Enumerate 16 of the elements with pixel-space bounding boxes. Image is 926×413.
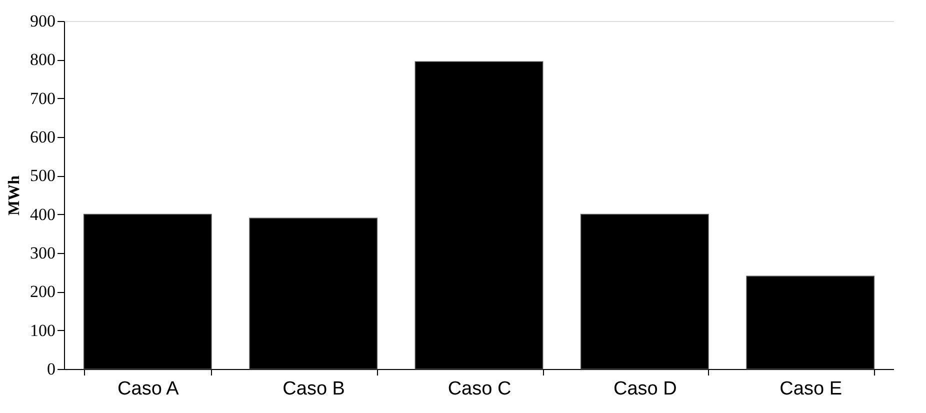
y-tick-label: 100: [30, 320, 56, 340]
x-tick-label: Caso E: [780, 378, 842, 400]
y-tick-label: 500: [30, 166, 56, 186]
y-tick-label: 600: [30, 128, 56, 146]
y-tick-label: 800: [30, 50, 56, 70]
y-tick-label: 300: [30, 244, 56, 262]
y-axis-title: MWh: [6, 175, 23, 216]
x-tick-label: Caso A: [118, 378, 180, 400]
y-tick-label: 0: [47, 360, 56, 378]
y-tick-label: 200: [30, 282, 56, 302]
y-tick-label: 400: [30, 204, 56, 224]
y-tick-label: 700: [30, 88, 56, 108]
x-tick-label: Caso B: [282, 378, 345, 400]
x-tick-label: Caso D: [613, 378, 677, 400]
x-tick-label: Caso C: [448, 378, 512, 400]
y-tick-label: 900: [30, 12, 56, 30]
